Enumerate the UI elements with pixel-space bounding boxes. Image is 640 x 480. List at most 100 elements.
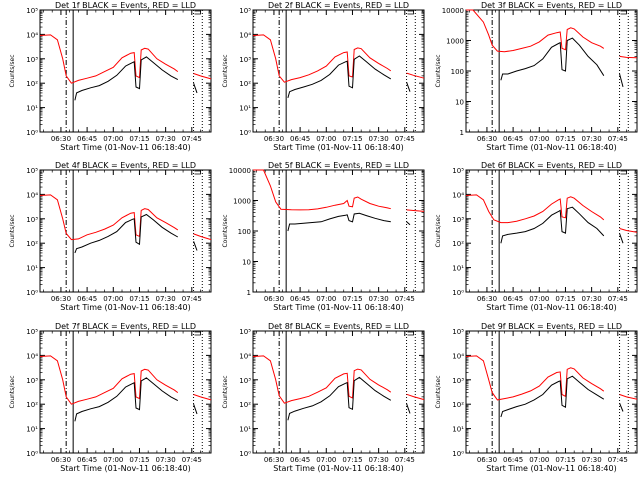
x-tick-label: 07:30 xyxy=(582,456,602,464)
detector-panel: 10⁰ 10¹ 10² 10³ 10⁴ 10⁵ 06:30 06:45 07:00 07:15 07… xyxy=(9,1,212,152)
y-tick-label: 10³ xyxy=(26,56,38,64)
events-rate-line xyxy=(74,56,198,101)
events-rate-line xyxy=(287,212,411,232)
y-tick-label: 10¹ xyxy=(26,105,38,113)
interval-marker xyxy=(194,10,201,15)
y-tick-label: 10² xyxy=(26,240,38,248)
y-axis-label: Counts/sec xyxy=(9,375,16,408)
events-rate-line xyxy=(500,206,624,244)
y-tick-label: 10³ xyxy=(239,377,251,385)
y-tick-label: 10⁰ xyxy=(26,289,38,297)
y-axis-label: Counts/sec xyxy=(435,54,442,87)
y-tick-label: 10⁴ xyxy=(26,31,38,39)
interval-marker xyxy=(407,331,414,336)
x-tick-label: 06:30 xyxy=(51,135,71,143)
y-tick-label: 10⁴ xyxy=(239,352,251,360)
x-tick-label: 07:30 xyxy=(156,456,176,464)
y-tick-label: 10³ xyxy=(26,377,38,385)
y-tick-label: 10² xyxy=(452,401,464,409)
x-tick-label: 06:30 xyxy=(477,135,497,143)
x-tick-label: 07:15 xyxy=(555,135,575,143)
y-tick-label: 10⁰ xyxy=(452,289,464,297)
x-tick-label: 07:45 xyxy=(608,456,628,464)
x-tick-label: 06:30 xyxy=(477,295,497,303)
events-rate-line xyxy=(287,55,411,99)
x-tick-label: 06:45 xyxy=(77,295,97,303)
y-tick-label: 10⁵ xyxy=(452,328,464,336)
detector-panel: 10⁰ 10¹ 10² 10³ 10⁴ 10⁵ 06:30 06:45 07:00 07:15 07… xyxy=(9,161,212,312)
panel-title: Det 2f BLACK = Events, RED = LLD xyxy=(268,1,409,10)
x-tick-label: 07:45 xyxy=(608,295,628,303)
panel-title: Det 5f BLACK = Events, RED = LLD xyxy=(268,161,409,170)
y-tick-label: 100 xyxy=(238,228,251,236)
x-tick-label: 06:30 xyxy=(51,456,71,464)
events-rate-line xyxy=(500,375,624,418)
y-tick-label: 10¹ xyxy=(239,105,251,113)
plot-frame xyxy=(465,169,638,293)
y-tick-label: 10² xyxy=(239,401,251,409)
x-tick-label: 07:30 xyxy=(582,295,602,303)
y-tick-label: 10000 xyxy=(442,7,464,15)
y-tick-label: 10¹ xyxy=(452,265,464,273)
x-tick-label: 06:30 xyxy=(264,456,284,464)
y-tick-label: 10⁰ xyxy=(239,129,251,137)
x-tick-label: 07:45 xyxy=(395,135,415,143)
x-tick-label: 06:30 xyxy=(477,456,497,464)
y-tick-label: 10⁴ xyxy=(26,352,38,360)
x-tick-label: 07:15 xyxy=(342,456,362,464)
y-tick-label: 10⁰ xyxy=(26,450,38,458)
x-tick-label: 06:30 xyxy=(264,135,284,143)
panel-title: Det 1f BLACK = Events, RED = LLD xyxy=(55,1,196,10)
plot-frame xyxy=(39,169,212,293)
y-tick-label: 10¹ xyxy=(26,265,38,273)
y-axis-label: Counts/sec xyxy=(435,375,442,408)
y-axis-label: Counts/sec xyxy=(222,214,229,247)
y-tick-label: 10⁵ xyxy=(452,167,464,175)
lld-rate-line xyxy=(465,355,638,401)
x-tick-label: 07:45 xyxy=(182,135,202,143)
detector-panel: 1 10 100 1000 10000 06:30 06:45 07:00 07:15 07:30… xyxy=(222,161,425,312)
lld-rate-line xyxy=(39,34,212,84)
detector-panel: 10⁰ 10¹ 10² 10³ 10⁴ 10⁵ 06:30 06:45 07:00 07:15 07… xyxy=(435,322,638,473)
x-axis-label: Start Time (01-Nov-11 06:18:40) xyxy=(486,464,616,473)
y-tick-label: 10⁵ xyxy=(26,167,38,175)
x-tick-label: 07:00 xyxy=(529,135,549,143)
panel-title: Det 3f BLACK = Events, RED = LLD xyxy=(481,1,622,10)
x-tick-label: 07:15 xyxy=(129,295,149,303)
y-axis-label: Counts/sec xyxy=(435,214,442,247)
panel-title: Det 6f BLACK = Events, RED = LLD xyxy=(481,161,622,170)
y-tick-label: 1 xyxy=(460,129,464,137)
y-tick-label: 10¹ xyxy=(239,426,251,434)
y-tick-label: 1000 xyxy=(233,198,251,206)
y-tick-label: 10000 xyxy=(229,167,251,175)
x-tick-label: 06:45 xyxy=(290,135,310,143)
x-tick-label: 06:45 xyxy=(503,295,523,303)
y-tick-label: 10³ xyxy=(452,377,464,385)
x-tick-label: 07:00 xyxy=(316,295,336,303)
y-tick-label: 10⁴ xyxy=(26,191,38,199)
plot-frame xyxy=(39,330,212,454)
x-tick-label: 07:30 xyxy=(369,295,389,303)
x-axis-label: Start Time (01-Nov-11 06:18:40) xyxy=(60,303,190,312)
interval-marker xyxy=(194,331,201,336)
x-tick-label: 06:45 xyxy=(77,456,97,464)
x-tick-label: 06:30 xyxy=(51,295,71,303)
x-tick-label: 07:00 xyxy=(103,295,123,303)
y-tick-label: 10⁵ xyxy=(239,328,251,336)
detector-panel: 10⁰ 10¹ 10² 10³ 10⁴ 10⁵ 06:30 06:45 07:00 07:15 07… xyxy=(222,1,425,152)
lld-rate-line xyxy=(39,355,212,405)
y-tick-label: 1000 xyxy=(446,38,464,46)
plot-frame xyxy=(252,330,425,454)
y-tick-label: 100 xyxy=(451,68,464,76)
y-tick-label: 10⁴ xyxy=(452,191,464,199)
y-tick-label: 10⁵ xyxy=(239,7,251,15)
y-axis-label: Counts/sec xyxy=(222,54,229,87)
panel-title: Det 9f BLACK = Events, RED = LLD xyxy=(481,322,622,331)
interval-marker xyxy=(194,170,201,175)
y-tick-label: 10⁴ xyxy=(239,31,251,39)
x-tick-label: 06:45 xyxy=(290,456,310,464)
y-tick-label: 10¹ xyxy=(452,426,464,434)
panel-title: Det 7f BLACK = Events, RED = LLD xyxy=(55,322,196,331)
